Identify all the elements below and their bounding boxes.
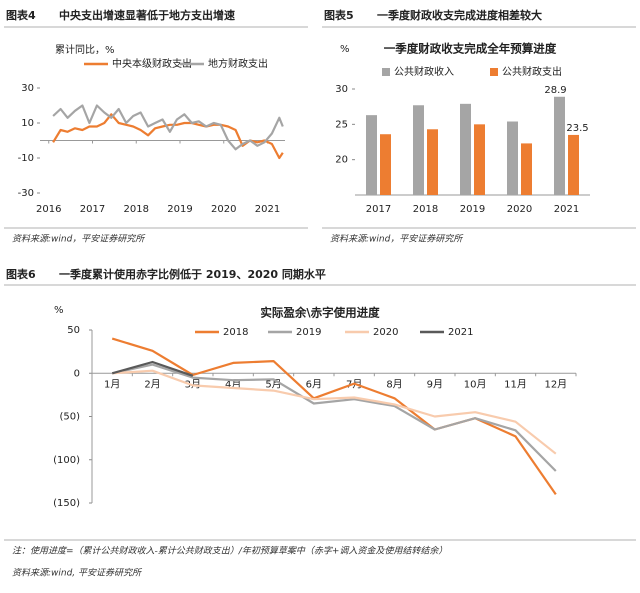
bar <box>521 143 532 195</box>
legend-label: 2018 <box>223 327 248 338</box>
y-axis-label: % <box>54 305 64 316</box>
y-axis-label: % <box>340 44 350 55</box>
source: 资料来源:wind，平安证券研究所 <box>12 234 146 245</box>
legend-label: 公共财政支出 <box>502 65 562 78</box>
x-tick-label: 2019 <box>460 204 485 215</box>
bar <box>554 96 565 195</box>
bar <box>507 121 518 195</box>
legend-label: 2020 <box>373 327 398 338</box>
series-line <box>111 360 194 377</box>
y-tick-label: 30 <box>21 83 34 94</box>
bar <box>460 103 471 195</box>
x-tick-label: 2017 <box>80 204 105 215</box>
bar <box>474 124 485 195</box>
x-tick-label: 2月 <box>144 378 160 390</box>
x-tick-label: 2021 <box>554 204 579 215</box>
x-tick-label: 2021 <box>255 204 280 215</box>
data-label: 23.5 <box>566 123 588 134</box>
x-tick-label: 1月 <box>104 378 120 390</box>
y-axis-label: 累计同比，% <box>55 43 115 56</box>
y-tick-label: 50 <box>67 325 80 336</box>
legend-label: 公共财政收入 <box>394 65 454 78</box>
y-tick-label: 30 <box>335 84 348 95</box>
x-tick-label: 2020 <box>211 204 236 215</box>
chart-subtitle: 一季度财政收支完成全年预算进度 <box>384 42 557 56</box>
legend-swatch <box>490 68 498 76</box>
data-label: 28.9 <box>544 85 566 96</box>
x-tick-label: 12月 <box>544 378 567 390</box>
y-tick-label: 25 <box>335 119 348 130</box>
x-tick-label: 2018 <box>124 204 149 215</box>
bar <box>366 115 377 195</box>
figure-label: 图表4 <box>6 8 36 22</box>
x-tick-label: 11月 <box>504 378 527 390</box>
legend-label: 2021 <box>448 327 473 338</box>
y-tick-label: 0 <box>74 368 80 379</box>
legend-label: 中央本级财政支出 <box>112 57 192 70</box>
x-tick-label: 8月 <box>386 378 402 390</box>
x-tick-label: 2017 <box>366 204 391 215</box>
bar <box>427 129 438 195</box>
bar <box>413 105 424 195</box>
x-tick-label: 10月 <box>464 378 487 390</box>
figure-title: 一季度累计使用赤字比例低于 2019、2020 同期水平 <box>59 267 326 281</box>
note: 注：使用进度=（累计公共财政收入-累计公共财政支出）/年初预算草案中（赤字+调入… <box>12 546 447 557</box>
series-line <box>111 363 557 472</box>
figure-title: 中央支出增速显著低于地方支出增速 <box>59 8 235 22</box>
x-tick-label: 6月 <box>306 378 322 390</box>
source: 资料来源:wind, 平安证券研究所 <box>12 568 143 579</box>
y-tick-label: -30 <box>18 188 34 199</box>
figure-label: 图表6 <box>6 267 36 281</box>
x-tick-label: 2020 <box>507 204 532 215</box>
chart-subtitle: 实际盈余\赤字使用进度 <box>260 306 380 320</box>
series-line <box>112 369 557 455</box>
figure-label: 图表5 <box>324 8 354 22</box>
x-tick-label: 2018 <box>413 204 438 215</box>
series-line <box>52 104 284 151</box>
y-tick-label: 10 <box>21 118 34 129</box>
x-tick-label: 2016 <box>36 204 61 215</box>
source: 资料来源:wind，平安证券研究所 <box>330 234 464 245</box>
figure-title: 一季度财政收支完成进度相差较大 <box>377 8 542 22</box>
y-tick-label: -10 <box>18 153 34 164</box>
x-tick-label: 9月 <box>427 378 443 390</box>
bar <box>380 134 391 195</box>
legend-label: 2019 <box>296 327 321 338</box>
y-tick-label: (100) <box>53 455 80 466</box>
bar <box>568 134 579 195</box>
legend-label: 地方财政支出 <box>208 57 268 70</box>
legend-swatch <box>382 68 390 76</box>
y-tick-label: (50) <box>59 412 80 423</box>
y-tick-label: (150) <box>53 498 80 509</box>
x-tick-label: 2019 <box>167 204 192 215</box>
y-tick-label: 20 <box>335 155 348 166</box>
